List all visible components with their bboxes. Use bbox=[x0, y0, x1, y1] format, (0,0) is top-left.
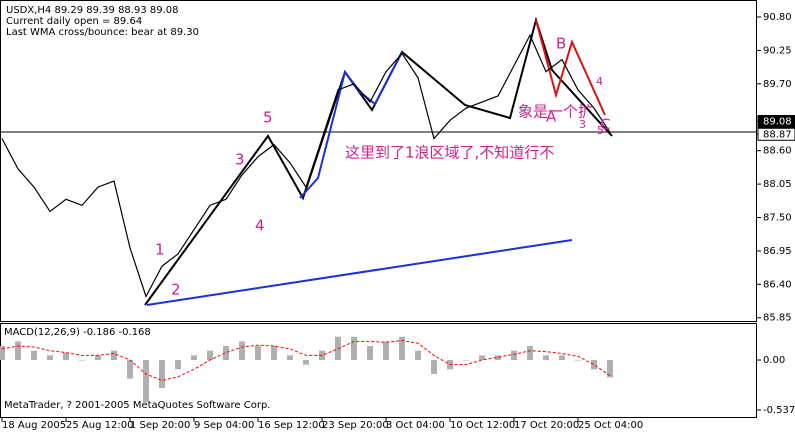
macd-bar bbox=[303, 360, 309, 365]
macd-bar bbox=[0, 346, 5, 361]
macd-bar bbox=[255, 346, 261, 361]
macd-bar bbox=[271, 346, 277, 361]
x-tick-label: 9 Sep 04:00 bbox=[194, 420, 254, 430]
macd-bar bbox=[607, 360, 613, 378]
macd-bar bbox=[175, 360, 181, 370]
macd-bar bbox=[159, 360, 165, 388]
x-tick-label: 10 Oct 12:00 bbox=[450, 420, 515, 430]
y-tick-label: 86.40 bbox=[763, 279, 792, 290]
macd-bar bbox=[239, 341, 245, 361]
annotation: 2 bbox=[171, 281, 181, 299]
macd-bar bbox=[207, 350, 213, 361]
macd-bar bbox=[399, 336, 405, 361]
macd-bar bbox=[575, 360, 581, 361]
x-tick-label: 18 Aug 2005 bbox=[2, 420, 66, 430]
annotation: 3 bbox=[579, 118, 586, 131]
macd-bar bbox=[63, 352, 69, 361]
price-pane bbox=[0, 0, 757, 322]
macd-bar bbox=[79, 360, 85, 361]
trend-line bbox=[146, 239, 573, 306]
macd-bar bbox=[511, 350, 517, 361]
macd-bar bbox=[111, 350, 117, 361]
header-line: Current daily open = 89.64 bbox=[6, 16, 142, 27]
macd-bar bbox=[367, 346, 373, 361]
x-tick-label: 23 Sep 20:00 bbox=[322, 420, 389, 430]
annotation: A bbox=[546, 108, 557, 126]
x-tick-label: 16 Sep 12:00 bbox=[258, 420, 325, 430]
y-tick-label: 87.50 bbox=[763, 213, 792, 224]
macd-bar bbox=[431, 360, 437, 374]
macd-bar bbox=[591, 360, 597, 370]
annotation: 3 bbox=[235, 151, 245, 169]
annotation: 4 bbox=[255, 217, 265, 235]
macd-bar bbox=[31, 350, 37, 361]
y-tick-label: 90.25 bbox=[763, 45, 792, 56]
macd-bar bbox=[527, 346, 533, 361]
y-tick-label: 85.85 bbox=[763, 313, 792, 324]
macd-title: MACD(12,26,9) -0.186 -0.168 bbox=[4, 327, 151, 338]
macd-pane bbox=[0, 323, 757, 418]
blue-wave bbox=[299, 51, 403, 199]
annotation: 这里到了1浪区域了,不知道行不 bbox=[345, 144, 554, 162]
header-line: USDX,H4 89.29 89.39 88.93 89.08 bbox=[6, 5, 179, 16]
macd-bar bbox=[559, 355, 565, 361]
macd-signal bbox=[1, 339, 611, 382]
macd-bar bbox=[15, 341, 21, 361]
header-line: Last WMA cross/bounce: bear at 89.30 bbox=[6, 27, 199, 38]
copyright: MetaTrader, ? 2001-2005 MetaQuotes Softw… bbox=[4, 400, 270, 411]
macd-bar bbox=[127, 360, 133, 379]
y-tick-label: 89.08 bbox=[763, 117, 792, 128]
x-tick-label: 17 Oct 20:00 bbox=[514, 420, 579, 430]
macd-bar bbox=[415, 350, 421, 361]
annotation: B bbox=[556, 35, 566, 53]
annotation: 5 bbox=[263, 109, 273, 127]
annotation: C bbox=[600, 116, 610, 134]
price-line bbox=[1, 33, 611, 299]
annotation: 5 bbox=[597, 124, 604, 137]
x-tick-label: 3 Oct 04:00 bbox=[386, 420, 445, 430]
macd-bar bbox=[351, 336, 357, 361]
y-tick-label: 90.80 bbox=[763, 12, 792, 23]
red-wave bbox=[535, 19, 606, 116]
annotation: 象是一个扩 bbox=[518, 103, 593, 121]
macd-bar bbox=[463, 360, 469, 361]
y-tick-label: 89.70 bbox=[763, 79, 792, 90]
macd-bar bbox=[223, 346, 229, 361]
macd-bar bbox=[47, 355, 53, 361]
x-tick-label: 25 Oct 04:00 bbox=[578, 420, 643, 430]
y-tick-label: 88.60 bbox=[763, 146, 792, 157]
macd-bar bbox=[479, 355, 485, 361]
macd-bar bbox=[495, 355, 501, 361]
price-marker bbox=[757, 115, 795, 129]
x-tick-label: 25 Aug 12:00 bbox=[66, 420, 133, 430]
macd-bar bbox=[143, 360, 149, 402]
macd-bar bbox=[383, 341, 389, 361]
macd-bar bbox=[543, 355, 549, 361]
macd-bar bbox=[191, 355, 197, 361]
y2-tick-label: 0.00 bbox=[763, 355, 785, 366]
y-tick-label: 88.05 bbox=[763, 179, 792, 190]
y2-tick-label: -0.537 bbox=[763, 405, 795, 416]
annotation: 4 bbox=[596, 75, 603, 88]
macd-bar bbox=[287, 355, 293, 361]
annotation: 1 bbox=[155, 241, 165, 259]
price-marker bbox=[757, 127, 795, 141]
y-tick-label: 88.87 bbox=[763, 129, 792, 140]
x-tick-label: 1 Sep 20:00 bbox=[130, 420, 190, 430]
macd-bar bbox=[95, 355, 101, 361]
y-tick-label: 86.95 bbox=[763, 246, 792, 257]
